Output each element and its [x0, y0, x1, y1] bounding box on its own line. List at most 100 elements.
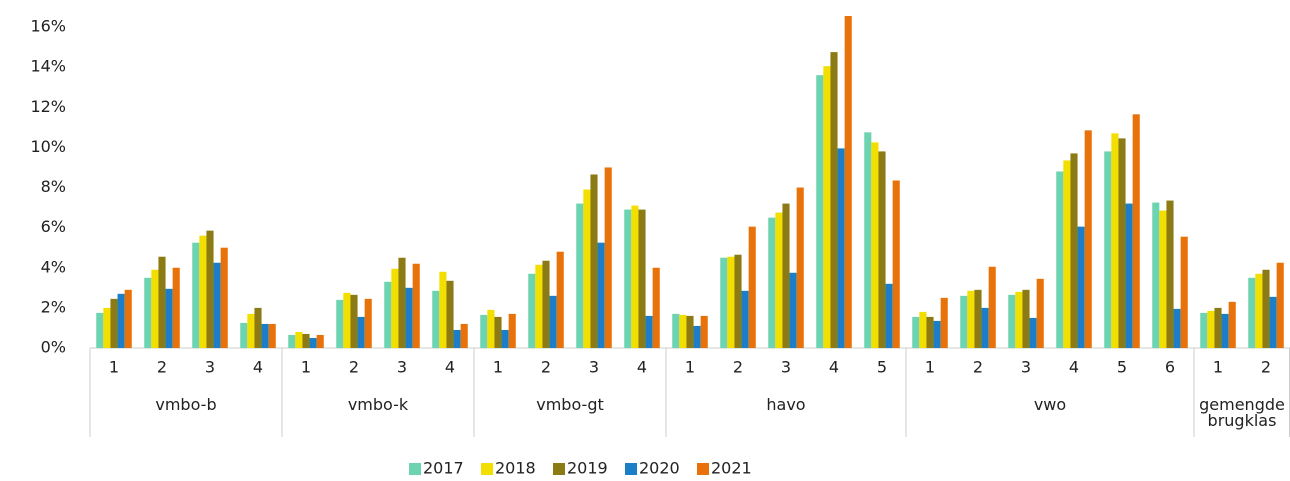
- bar: [220, 247, 228, 348]
- bar: [638, 209, 646, 348]
- legend-label: 2018: [495, 459, 536, 478]
- bar: [336, 299, 344, 348]
- bar: [960, 295, 968, 348]
- bar: [892, 180, 900, 348]
- group-label: gemengde brugklas: [1199, 395, 1285, 430]
- bar: [1015, 291, 1023, 348]
- bar: [213, 262, 221, 348]
- bar: [1132, 114, 1140, 349]
- bar: [1008, 294, 1016, 348]
- x-tick-label: 3: [589, 358, 599, 377]
- x-tick-label: 6: [1165, 358, 1175, 377]
- bar: [597, 242, 605, 348]
- bar: [384, 281, 392, 348]
- x-tick-label: 2: [541, 358, 551, 377]
- bar: [940, 297, 948, 348]
- bar: [172, 267, 180, 348]
- bar: [974, 289, 982, 348]
- bar: [1056, 171, 1064, 348]
- bar: [1276, 262, 1284, 348]
- bar: [439, 271, 447, 348]
- bar: [1077, 226, 1085, 348]
- bar: [364, 298, 372, 348]
- bar: [501, 329, 509, 348]
- bar: [480, 314, 488, 348]
- bar: [1255, 273, 1263, 348]
- group-label: vmbo-k: [347, 395, 409, 414]
- x-tick-label: 1: [301, 358, 311, 377]
- group-label: vmbo-b: [155, 395, 217, 414]
- bar: [1036, 278, 1044, 348]
- x-tick-label: 1: [685, 358, 695, 377]
- bar: [1207, 310, 1215, 348]
- bar: [1152, 202, 1160, 348]
- bar: [864, 132, 872, 348]
- x-tick-label: 2: [973, 358, 983, 377]
- x-tick-label: 4: [637, 358, 647, 377]
- bar: [302, 333, 310, 348]
- bar: [1248, 277, 1256, 348]
- x-tick-label: 4: [445, 358, 455, 377]
- bar: [1221, 313, 1229, 348]
- bar: [1159, 210, 1167, 348]
- bar: [1214, 307, 1222, 348]
- bar: [350, 294, 358, 348]
- bar: [1063, 160, 1071, 348]
- bar: [631, 205, 639, 348]
- legend-label: 2020: [639, 459, 680, 478]
- bar: [288, 334, 296, 348]
- bar: [734, 254, 742, 348]
- bar: [576, 203, 584, 348]
- bar: [775, 212, 783, 348]
- x-tick-label: 3: [397, 358, 407, 377]
- x-tick-label: 2: [349, 358, 359, 377]
- bar: [247, 313, 255, 348]
- bar: [1111, 133, 1119, 348]
- y-tick-label: 12%: [30, 97, 66, 116]
- bar: [693, 325, 701, 348]
- bar: [1029, 317, 1037, 348]
- bar: [316, 334, 324, 348]
- x-tick-label: 2: [733, 358, 743, 377]
- x-tick-label: 1: [109, 358, 119, 377]
- x-tick-label: 1: [1213, 358, 1223, 377]
- legend-label: 2019: [567, 459, 608, 478]
- group-label: vmbo-gt: [536, 395, 604, 414]
- x-tick-label: 4: [1069, 358, 1079, 377]
- bar: [652, 267, 660, 348]
- bar: [720, 257, 728, 348]
- bar: [453, 329, 461, 348]
- bar: [878, 151, 886, 348]
- bar: [254, 307, 262, 348]
- x-tick-label: 3: [781, 358, 791, 377]
- bar: [1173, 308, 1181, 348]
- bar: [933, 320, 941, 348]
- bar: [844, 16, 852, 349]
- x-tick-label: 1: [925, 358, 935, 377]
- bar: [460, 323, 468, 348]
- y-tick-label: 0%: [41, 338, 66, 357]
- x-tick-label: 5: [1117, 358, 1127, 377]
- x-tick-label: 3: [205, 358, 215, 377]
- bar: [1125, 203, 1133, 348]
- bar: [96, 312, 104, 348]
- bar: [604, 167, 612, 348]
- y-tick-label: 14%: [30, 57, 66, 76]
- x-tick-label: 4: [253, 358, 263, 377]
- bar: [1070, 153, 1078, 348]
- bar: [727, 256, 735, 348]
- bar: [110, 298, 118, 348]
- bar: [926, 316, 934, 348]
- bar: [871, 142, 879, 348]
- bar: [117, 293, 125, 348]
- bar: [295, 331, 303, 348]
- bar: [124, 289, 132, 348]
- y-tick-label: 2%: [41, 297, 66, 316]
- legend-label: 2017: [423, 459, 464, 478]
- bar: [686, 315, 694, 348]
- bar: [789, 272, 797, 348]
- bar: [103, 307, 111, 348]
- bar: [919, 311, 927, 348]
- bar: [405, 287, 413, 348]
